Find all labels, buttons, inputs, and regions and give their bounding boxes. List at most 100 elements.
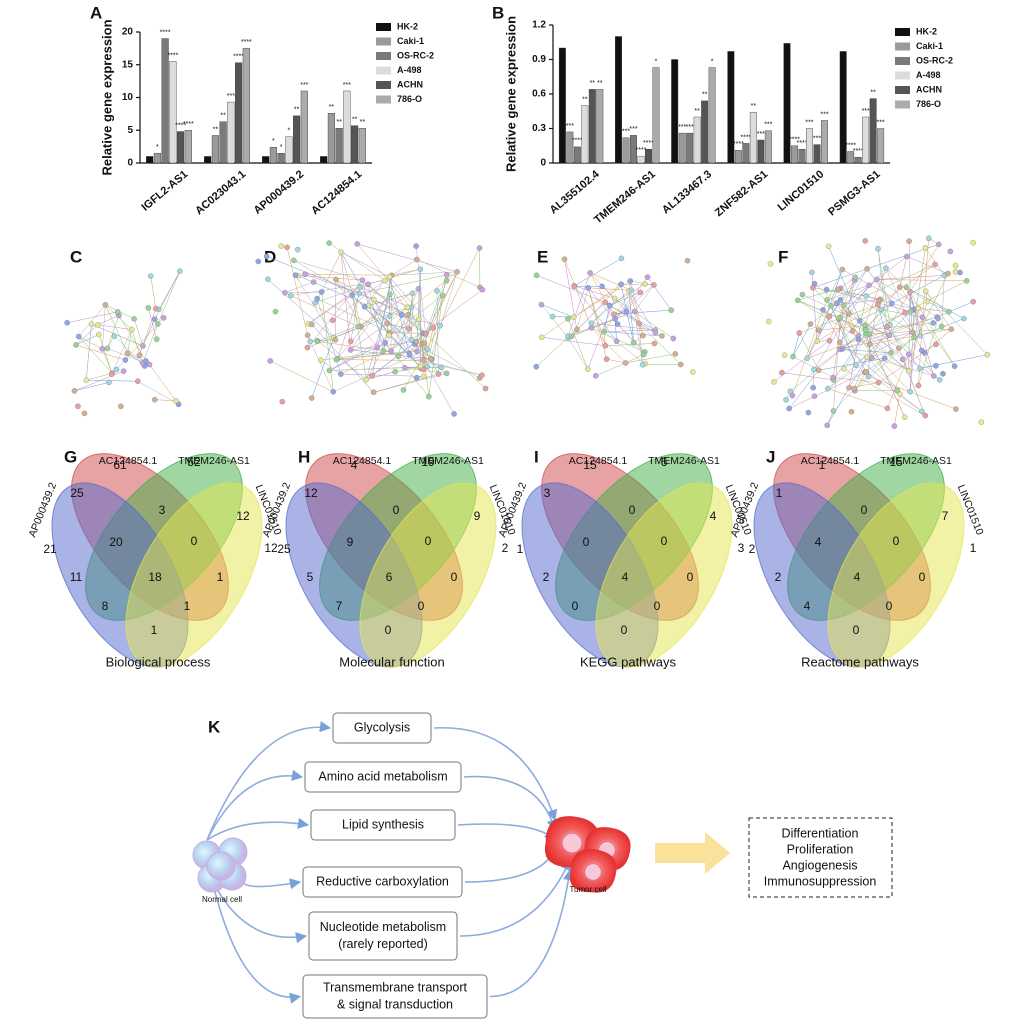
- network-node: [314, 295, 320, 302]
- network-edge: [157, 271, 181, 325]
- venn-count: 6: [661, 455, 668, 469]
- outcome-label: Differentiation: [782, 826, 859, 840]
- network-node: [399, 312, 405, 318]
- network-edge: [359, 286, 412, 308]
- network-edge: [840, 349, 892, 354]
- bar: [293, 115, 301, 164]
- network-node: [571, 283, 577, 290]
- significance-label: ****: [853, 148, 864, 155]
- network-node: [603, 356, 610, 362]
- network-node: [284, 244, 290, 251]
- network-edge: [604, 290, 632, 332]
- bar: [269, 147, 277, 164]
- network-node: [922, 288, 929, 295]
- network-node: [855, 336, 862, 343]
- network-node: [922, 245, 929, 251]
- venn-set: [595, 482, 733, 668]
- venn-count: 3: [159, 503, 166, 517]
- network-node: [811, 280, 818, 287]
- venn-count: 0: [451, 570, 458, 584]
- bar: [277, 152, 285, 164]
- significance-label: ****: [175, 122, 186, 129]
- network-edge: [368, 305, 433, 360]
- network-node: [408, 337, 415, 343]
- network-edge: [797, 300, 839, 318]
- significance-label: *: [272, 138, 275, 145]
- normal-cell-label: Normal cell: [202, 895, 242, 904]
- network-node: [896, 345, 902, 351]
- panel-label: C: [70, 247, 82, 266]
- network-edge: [606, 358, 626, 364]
- network-node: [348, 338, 354, 345]
- network-node: [88, 321, 95, 327]
- network-edge: [298, 275, 369, 306]
- outcome-label: Angiogenesis: [782, 858, 857, 872]
- bar: [235, 62, 243, 164]
- network-node: [889, 300, 895, 307]
- network-node: [370, 389, 377, 396]
- network-node: [978, 419, 985, 425]
- network-node: [565, 316, 571, 322]
- venn-count: 4: [815, 535, 822, 549]
- significance-label: ****: [167, 52, 178, 59]
- network-edge: [812, 287, 832, 306]
- network-edge: [373, 373, 447, 393]
- x-tick-label: LINC01510: [776, 168, 827, 213]
- network-node: [931, 373, 937, 379]
- network-node: [549, 313, 556, 320]
- network-edge: [367, 284, 384, 351]
- network-node: [380, 347, 387, 354]
- venn-count: 8: [102, 599, 109, 613]
- network-edge: [833, 333, 866, 381]
- significance-label: **: [360, 119, 366, 126]
- bar: [184, 130, 192, 164]
- significance-label: ***: [805, 119, 813, 126]
- network-node: [83, 377, 89, 383]
- significance-label: *: [287, 128, 290, 135]
- network-node: [426, 393, 432, 400]
- significance-label: ***: [629, 126, 637, 133]
- network-edge: [430, 271, 458, 359]
- network-node: [951, 363, 958, 369]
- network-edge: [329, 242, 385, 281]
- significance-label: ***: [757, 131, 765, 138]
- bar: [693, 116, 701, 164]
- venn-count: 25: [70, 486, 84, 500]
- network-edge: [317, 298, 390, 333]
- significance-label: ***: [686, 124, 694, 131]
- network-node: [848, 408, 855, 415]
- network-edge: [422, 271, 458, 346]
- network-node: [933, 363, 939, 369]
- network-edge: [595, 362, 626, 377]
- network-node: [152, 316, 158, 322]
- network-node: [405, 311, 411, 318]
- network-edge: [864, 268, 887, 326]
- legend-label: ACHN: [397, 79, 423, 89]
- network-edge: [340, 251, 390, 336]
- network-edge: [284, 291, 322, 294]
- venn-count: 2: [543, 570, 550, 584]
- network-node: [386, 274, 393, 280]
- network-edge: [886, 327, 921, 369]
- network-edge: [293, 260, 353, 296]
- network-node: [95, 322, 101, 328]
- significance-label: **: [220, 113, 226, 120]
- y-tick-label: 15: [122, 59, 134, 70]
- network-edge: [859, 275, 945, 322]
- legend-swatch: [376, 37, 391, 46]
- network-edge: [827, 388, 888, 409]
- network-node: [911, 334, 917, 341]
- network-edge: [941, 275, 945, 327]
- network-node: [147, 273, 154, 279]
- network-node: [804, 355, 810, 362]
- network-node: [71, 388, 78, 394]
- network-node: [146, 361, 153, 368]
- process-label: Reductive carboxylation: [316, 874, 449, 888]
- network-node: [421, 340, 428, 347]
- bar: [615, 36, 622, 164]
- tumor-nucleus: [584, 863, 602, 881]
- venn-caption: Reactome pathways: [801, 654, 919, 669]
- network-edge: [836, 303, 853, 332]
- network-node: [135, 378, 141, 384]
